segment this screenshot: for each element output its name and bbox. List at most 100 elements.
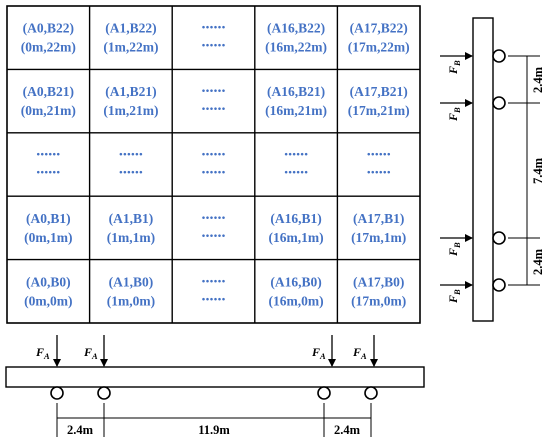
ellipsis-marker: ...... [284,143,308,160]
cell-coordinate: (16m,22m) [265,40,327,55]
ellipsis-marker: ...... [202,269,226,286]
cell-label: (A16,B22) [267,21,325,36]
ellipsis-marker: ...... [202,97,226,114]
cell-coordinate: (17m,0m) [351,293,406,308]
grid-cell: (A1,B21) (1m,21m) [103,84,158,118]
cell-coordinate: (1m,0m) [107,293,155,308]
cell-coordinate: (0m,1m) [24,230,72,245]
v-force-3: FB [440,234,473,257]
h-force-4-subscript: A [360,351,367,361]
measurement-grid: (A0,B22) (0m,22m) (A1,B22) (1m,22m)........… [6,5,421,324]
ellipsis-marker: ...... [202,143,226,160]
cell-label: (A1,B1) [109,211,154,226]
grid-cell: (A1,B0) (1m,0m) [107,274,155,308]
h-force-3-symbol: F [311,345,320,359]
svg-text:FA: FA [83,345,98,361]
cell-coordinate: (1m,1m) [107,230,155,245]
h-support-4 [364,386,378,400]
cell-coordinate: (16m,21m) [265,103,327,118]
v-support-1 [492,49,506,63]
h-force-4-symbol: F [352,345,361,359]
v-support-2 [492,96,506,110]
v-support-3 [492,231,506,245]
v-force-4: FB [440,281,473,304]
grid-cell: (A1,B1) (1m,1m) [107,211,155,245]
cell-label: (A1,B21) [105,84,156,99]
cell-coordinate: (0m,21m) [21,103,76,118]
cell-label: (A17,B21) [350,84,408,99]
v-force-2: FB [440,99,473,122]
h-force-2: FA [83,335,108,367]
grid-cell: (A16,B0) (16m,0m) [269,274,324,308]
cell-label: (A16,B21) [267,84,325,99]
v-force-3-subscript: B [452,242,462,249]
h-force-1-subscript: A [43,351,50,361]
h-span-label-2: 11.9m [198,423,230,437]
v-force-2-subscript: B [452,107,462,114]
v-dimension-line [508,55,540,286]
svg-text:FB: FB [446,289,462,304]
grid-cell: (A1,B22) (1m,22m) [103,21,158,55]
ellipsis-marker: ...... [202,287,226,304]
grid-cell: ............ [202,16,226,51]
cell-label: (A0,B21) [23,84,74,99]
h-support-1 [50,386,64,400]
ellipsis-marker: ...... [284,161,308,178]
h-force-3: FA [311,335,336,367]
grid-cell: (A17,B1) (17m,1m) [351,211,406,245]
ellipsis-marker: ...... [36,161,60,178]
cell-label: (A16,B0) [270,274,321,289]
h-force-1: FA [35,335,61,367]
svg-text:FA: FA [35,345,50,361]
horizontal-beam-assembly: FA FA FA FA 2.4m 11.9m 2.4m [5,335,425,437]
cell-label: (A17,B0) [353,274,404,289]
grid-cell: (A16,B22) (16m,22m) [265,21,327,55]
v-force-3-symbol: F [446,248,460,257]
horizontal-beam [5,366,425,388]
grid-cell: ............ [284,143,308,178]
v-span-label-1: 2.4m [531,66,545,93]
ellipsis-marker: ...... [202,224,226,241]
cell-coordinate: (1m,21m) [103,103,158,118]
h-force-3-subscript: A [319,351,326,361]
v-force-4-symbol: F [446,295,460,304]
vertical-beam [472,17,494,322]
h-dimension-line [56,403,372,437]
v-force-2-symbol: F [446,113,460,122]
grid-cell: (A17,B21) (17m,21m) [348,84,410,118]
cell-label: (A0,B1) [26,211,71,226]
grid-cell: ............ [202,269,226,304]
grid-border [6,5,421,324]
cell-coordinate: (1m,22m) [103,40,158,55]
grid-cell: ............ [119,143,143,178]
cell-label: (A16,B1) [270,211,321,226]
grid-cell: ............ [202,79,226,114]
grid-cell: ............ [202,143,226,178]
cell-coordinate: (17m,21m) [348,103,410,118]
cell-label: (A1,B22) [105,21,156,36]
h-force-4: FA [352,335,378,367]
cell-label: (A17,B1) [353,211,404,226]
svg-text:FA: FA [311,345,326,361]
grid-cell: (A0,B1) (0m,1m) [24,211,72,245]
grid-cell: ............ [36,143,60,178]
grid-cell: (A0,B22) (0m,22m) [21,21,76,55]
h-support-3 [317,386,331,400]
v-force-1: FB [440,52,473,75]
grid-cell: (A0,B21) (0m,21m) [21,84,76,118]
ellipsis-marker: ...... [202,34,226,51]
ellipsis-marker: ...... [202,16,226,33]
grid-cell: ............ [367,143,391,178]
cell-label: (A17,B22) [350,21,408,36]
svg-text:FB: FB [446,60,462,75]
h-force-1-symbol: F [35,345,44,359]
cell-coordinate: (0m,22m) [21,40,76,55]
v-force-4-subscript: B [452,289,462,296]
v-support-4 [492,278,506,292]
cell-coordinate: (17m,22m) [348,40,410,55]
grid-cell: (A0,B0) (0m,0m) [24,274,72,308]
cell-coordinate: (16m,1m) [269,230,324,245]
grid-cell: (A17,B0) (17m,0m) [351,274,406,308]
h-span-label-3: 2.4m [334,423,361,437]
